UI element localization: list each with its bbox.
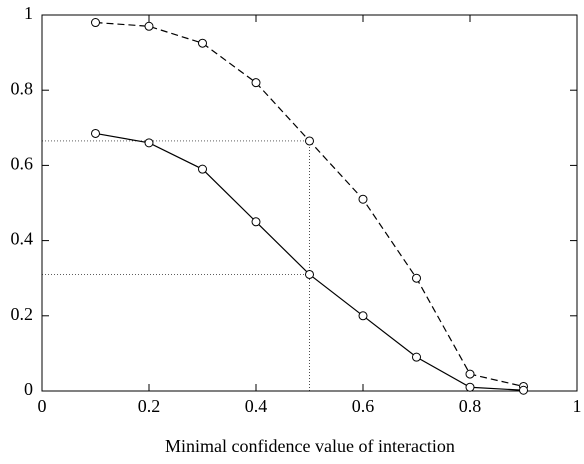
y-tick-label: 0.6 (11, 154, 34, 174)
data-point (465, 369, 475, 379)
y-tick-label: 0 (24, 379, 33, 399)
data-point (91, 128, 100, 138)
data-point (144, 21, 154, 31)
x-tick-label: 0.2 (138, 396, 161, 416)
data-point (305, 136, 314, 146)
x-axis-label: Minimal confidence value of interaction (165, 436, 455, 456)
x-tick-label: 0.6 (352, 396, 375, 416)
data-point (198, 164, 207, 174)
data-point (91, 18, 100, 28)
data-point (465, 382, 475, 392)
data-point (305, 269, 314, 279)
x-tick-label: 0.4 (245, 396, 268, 416)
data-point (251, 217, 261, 227)
plot-frame (41, 14, 578, 392)
data-point (412, 352, 421, 362)
y-tick-label: 1 (24, 3, 33, 23)
data-point (358, 194, 368, 204)
y-tick-label: 0.2 (11, 304, 34, 324)
x-tick-label: 0.8 (459, 396, 482, 416)
data-point (519, 385, 528, 395)
y-tick-label: 0.8 (11, 78, 34, 98)
x-tick-label: 0 (38, 396, 47, 416)
data-point (412, 273, 421, 283)
y-tick-label: 0.4 (11, 229, 34, 249)
data-point (198, 38, 207, 48)
x-tick-label: 1 (573, 396, 582, 416)
data-point (251, 78, 261, 88)
data-point (144, 138, 154, 148)
data-point (358, 311, 368, 321)
